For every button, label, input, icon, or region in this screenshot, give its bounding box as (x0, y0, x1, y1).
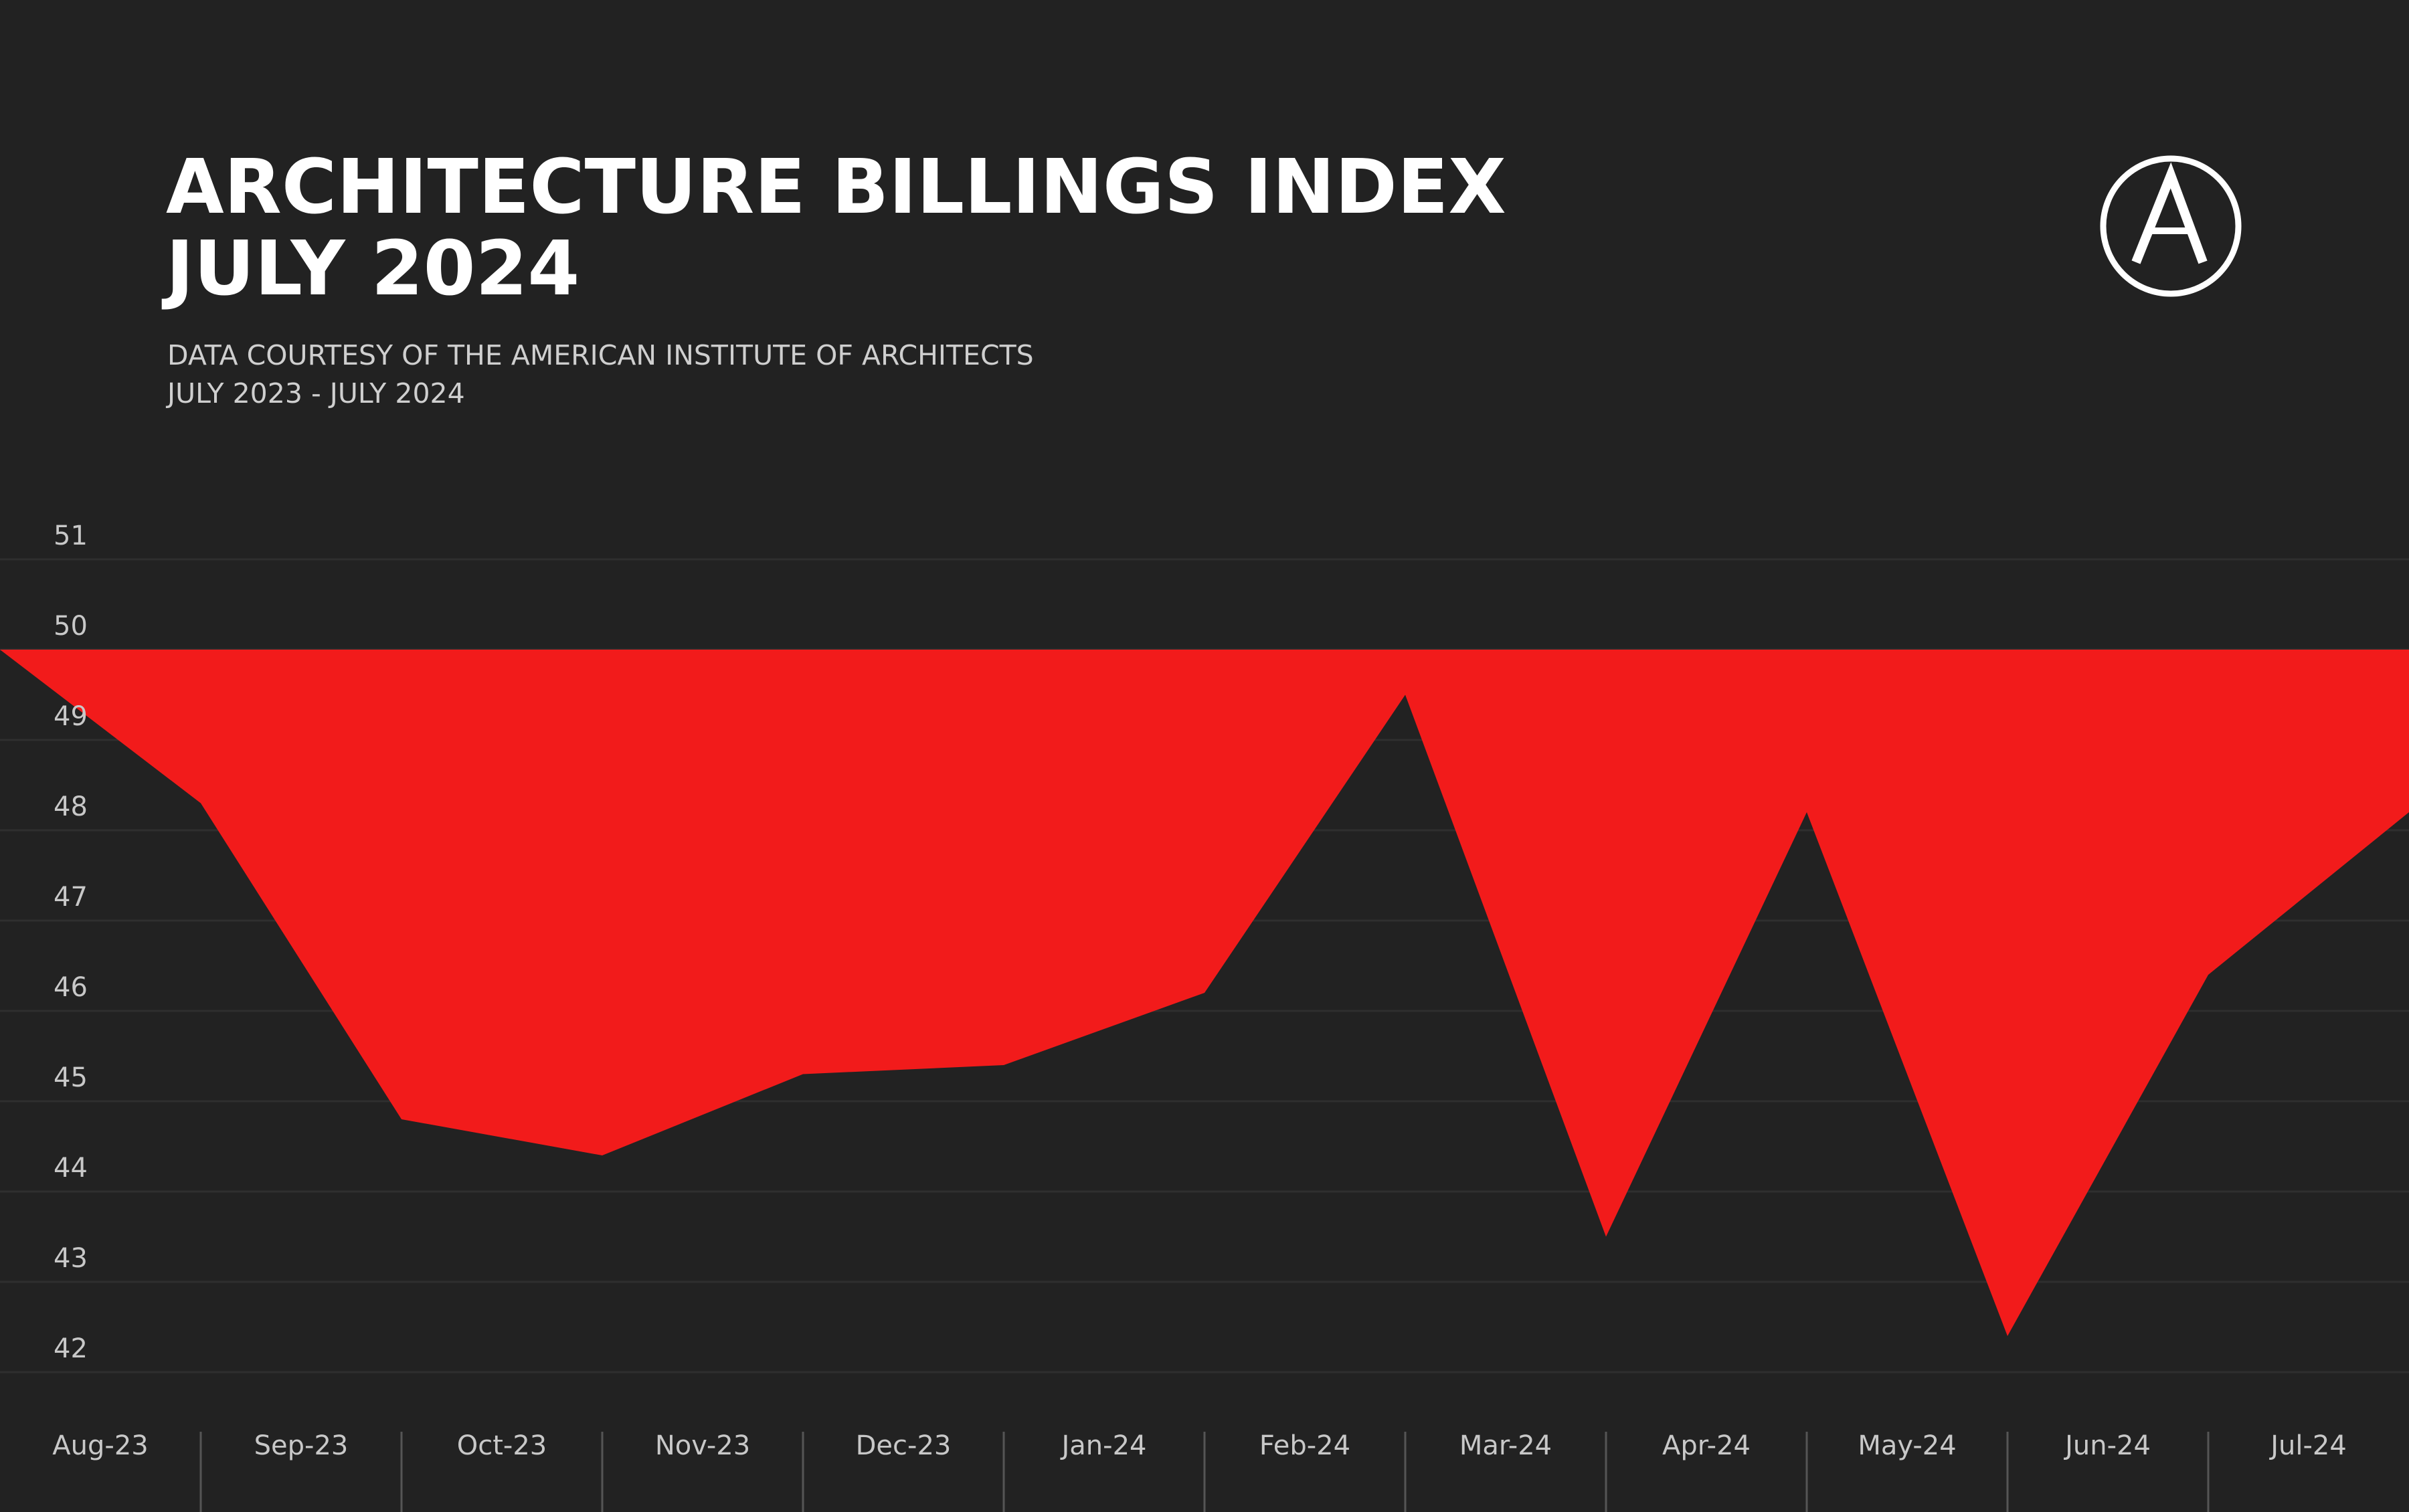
x-tick-label: Oct-23 (457, 1430, 547, 1461)
subtitle: JULY 2023 - JULY 2024 (165, 377, 465, 409)
x-tick-label: Jan-24 (1060, 1430, 1147, 1461)
chart-title: ARCHITECTURE BILLINGS INDEX (166, 144, 1506, 231)
y-tick-label: 49 (54, 701, 88, 732)
x-tick-label: Sep-23 (254, 1430, 349, 1461)
area (0, 650, 2409, 1336)
x-tick-label: Apr-24 (1662, 1430, 1751, 1461)
x-tick-label: Aug-23 (52, 1430, 148, 1461)
y-tick-label: 43 (54, 1243, 88, 1274)
y-tick-label: 46 (54, 972, 88, 1003)
y-tick-label: 51 (54, 521, 88, 551)
y-tick-label: 47 (54, 882, 88, 913)
y-tick-label: 50 (54, 611, 88, 642)
y-tick-label: 45 (54, 1062, 88, 1093)
x-tick-label: Feb-24 (1259, 1430, 1350, 1461)
chart-title: JULY 2024 (161, 225, 579, 312)
y-tick-label: 44 (54, 1153, 88, 1184)
x-tick-label: Jul-24 (2268, 1430, 2347, 1461)
subtitle: DATA COURTESY OF THE AMERICAN INSTITUTE … (167, 339, 1034, 371)
y-tick-label: 42 (54, 1333, 88, 1364)
x-tick-label: May-24 (1858, 1430, 1956, 1461)
logo (2100, 155, 2242, 297)
x-tick-label: Dec-23 (856, 1430, 952, 1461)
y-tick-label: 48 (54, 791, 88, 822)
x-tick-label: Nov-23 (655, 1430, 750, 1461)
x-tick-label: Jun-24 (2063, 1430, 2151, 1461)
x-tick-label: Mar-24 (1459, 1430, 1552, 1461)
